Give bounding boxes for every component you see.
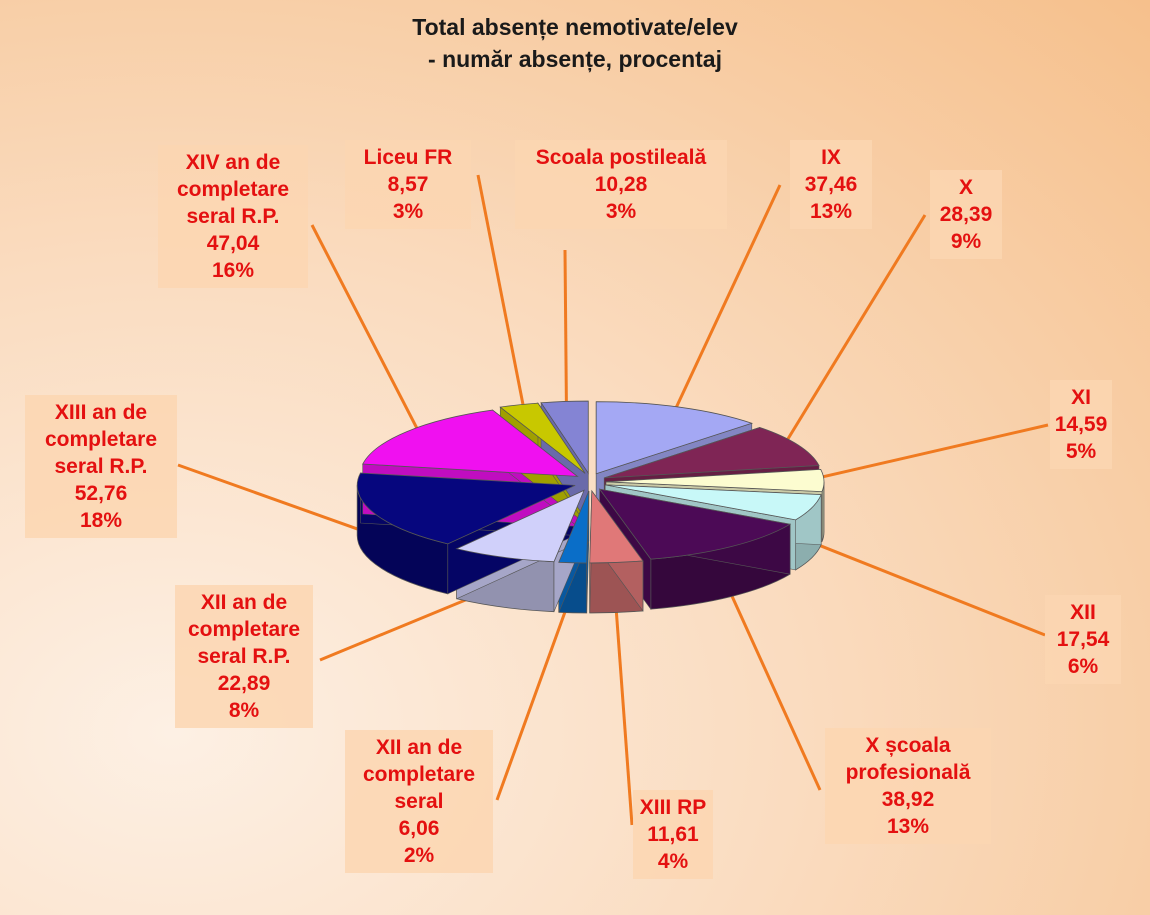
slice [605,484,822,521]
percent-label: 18% [79,509,123,532]
leader-line [672,184,782,414]
value-label: 22,89 [217,672,271,695]
pie-tops [356,400,825,564]
percent-label: 5% [1065,440,1097,463]
data-label: XII 17,54 6% [1045,595,1121,684]
slice [598,488,792,560]
slice [595,401,754,475]
data-label: XII an de completare seral R.P. 22,89 8% [175,585,313,728]
slice [499,402,586,474]
percent-label: 9% [950,230,982,253]
data-label: IX 37,46 13% [790,140,872,229]
leader-line [781,214,927,449]
value-label: 10,28 [594,173,648,196]
leader-line [476,174,526,411]
slice [540,400,589,475]
value-label: 52,76 [74,482,128,505]
slice [455,489,585,563]
slice [605,468,825,493]
category-label: XIII RP [639,796,707,819]
slice [604,427,820,479]
percent-label: 6% [1067,655,1099,678]
leader-line [563,249,568,408]
value-label: 28,39 [939,203,993,226]
data-label: Liceu FR 8,57 3% [345,140,471,229]
value-label: 6,06 [398,817,440,840]
category-label: Scoala postileală [535,146,707,169]
percent-label: 8% [228,699,260,722]
data-label: X școala profesională 38,92 13% [825,728,991,844]
data-label: XIII RP 11,61 4% [633,790,713,879]
percent-label: 3% [605,200,637,223]
percent-label: 16% [211,259,255,282]
leader-line [794,534,1046,637]
leader-line [719,571,822,791]
value-label: 37,46 [804,173,858,196]
data-label: XIII an de completare seral R.P. 52,76 18% [25,395,177,538]
category-label: XIII an de completare seral R.P. [44,401,158,478]
percent-label: 3% [392,200,424,223]
slice [589,489,644,564]
percent-label: 4% [657,850,689,873]
category-label: X școala profesională [845,734,971,784]
category-label: XIV an de completare seral R.P. [176,151,290,228]
slice [558,490,590,564]
leader-line [613,586,634,826]
data-label: XIV an de completare seral R.P. 47,04 16% [158,145,308,288]
data-label: XI 14,59 5% [1050,380,1112,469]
value-label: 8,57 [387,173,429,196]
value-label: 17,54 [1056,628,1110,651]
percent-label: 13% [809,200,853,223]
value-label: 11,61 [647,823,699,846]
slice [356,472,576,545]
category-label: X [958,176,973,199]
value-label: 47,04 [206,232,260,255]
data-label: X 28,39 9% [930,170,1002,259]
category-label: IX [821,146,841,169]
percent-label: 13% [886,815,930,838]
slice [362,409,579,477]
leader-line [495,586,576,801]
chart-subtitle: - număr absențe, procentaj [428,46,722,72]
data-label: XII an de completare seral 6,06 2% [345,730,493,873]
leader-line [806,423,1049,483]
value-label: 14,59 [1054,413,1108,436]
category-label: Liceu FR [363,146,453,169]
leader-line [310,224,422,436]
leader-line [177,463,390,542]
chart-title: Total absențe nemotivate/elev [412,14,738,40]
leader-lines [177,174,1049,826]
data-label: Scoala postileală 10,28 3% [515,140,727,229]
category-label: XII an de completare seral R.P. [187,591,301,668]
value-label: 38,92 [881,788,935,811]
category-label: XI [1071,386,1091,409]
category-label: XII [1070,601,1096,624]
percent-label: 2% [403,844,435,867]
category-label: XII an de completare seral [362,736,476,813]
